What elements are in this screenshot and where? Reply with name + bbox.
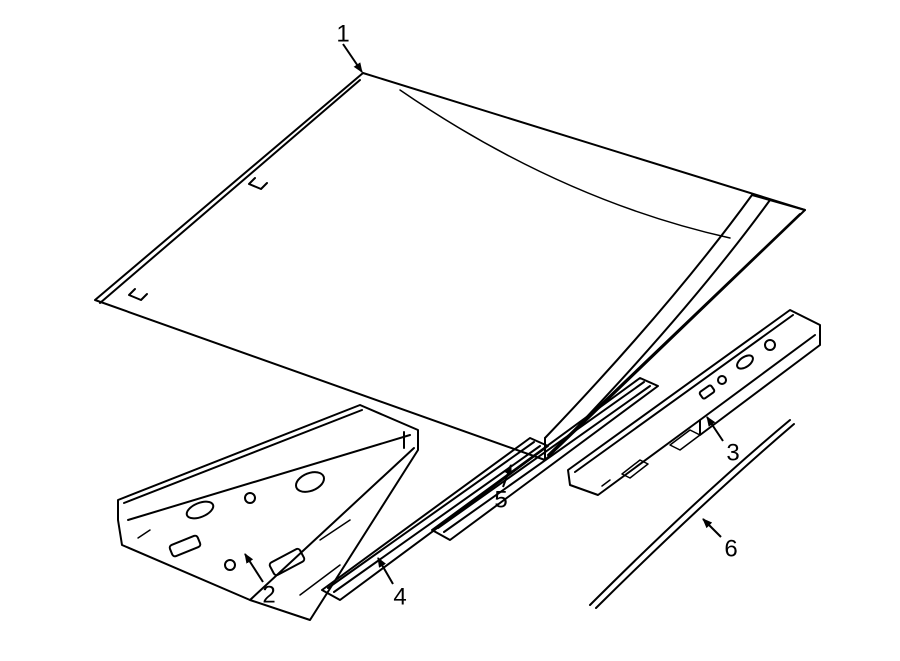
callout-label-3: 3 bbox=[726, 439, 739, 466]
part-drip-molding bbox=[590, 420, 794, 608]
callout-label-2: 2 bbox=[262, 581, 275, 608]
callout-label-6: 6 bbox=[724, 535, 737, 562]
callout-label-5: 5 bbox=[494, 486, 507, 513]
leader-2 bbox=[245, 554, 263, 582]
parts-diagram: 1 2 3 4 5 6 bbox=[0, 0, 900, 661]
leader-1 bbox=[343, 44, 362, 72]
part-roof-panel bbox=[95, 73, 805, 460]
callout-label-1: 1 bbox=[336, 20, 349, 47]
callout-label-4: 4 bbox=[393, 583, 406, 610]
leader-6 bbox=[703, 519, 721, 537]
part-roof-bow-a bbox=[322, 438, 548, 600]
